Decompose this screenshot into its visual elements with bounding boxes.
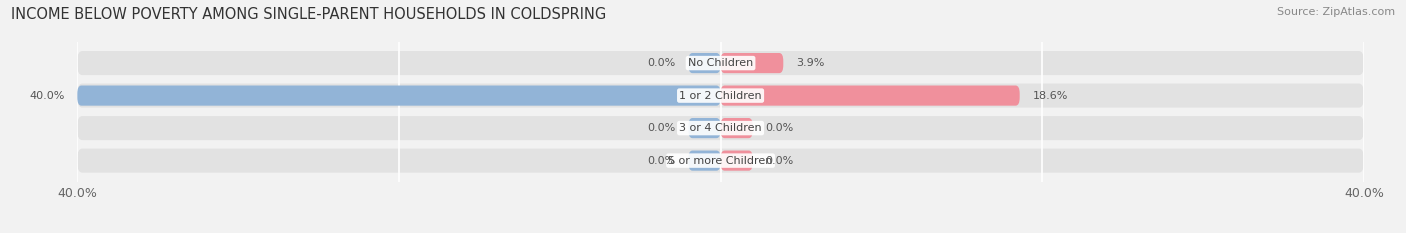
FancyBboxPatch shape [77, 86, 721, 106]
FancyBboxPatch shape [689, 118, 721, 138]
Text: INCOME BELOW POVERTY AMONG SINGLE-PARENT HOUSEHOLDS IN COLDSPRING: INCOME BELOW POVERTY AMONG SINGLE-PARENT… [11, 7, 606, 22]
FancyBboxPatch shape [689, 151, 721, 171]
FancyBboxPatch shape [721, 118, 752, 138]
Text: 0.0%: 0.0% [647, 123, 675, 133]
Text: 40.0%: 40.0% [30, 91, 65, 101]
Text: 0.0%: 0.0% [647, 58, 675, 68]
FancyBboxPatch shape [721, 151, 752, 171]
Text: 3 or 4 Children: 3 or 4 Children [679, 123, 762, 133]
FancyBboxPatch shape [689, 53, 721, 73]
FancyBboxPatch shape [77, 84, 1364, 108]
Text: Source: ZipAtlas.com: Source: ZipAtlas.com [1277, 7, 1395, 17]
Text: 0.0%: 0.0% [766, 156, 794, 166]
FancyBboxPatch shape [77, 51, 1364, 75]
Text: 0.0%: 0.0% [647, 156, 675, 166]
FancyBboxPatch shape [721, 53, 783, 73]
Text: 1 or 2 Children: 1 or 2 Children [679, 91, 762, 101]
FancyBboxPatch shape [77, 116, 1364, 140]
Text: 5 or more Children: 5 or more Children [668, 156, 773, 166]
Text: 3.9%: 3.9% [796, 58, 824, 68]
Text: No Children: No Children [688, 58, 754, 68]
FancyBboxPatch shape [77, 149, 1364, 173]
Text: 0.0%: 0.0% [766, 123, 794, 133]
FancyBboxPatch shape [721, 86, 1019, 106]
Text: 18.6%: 18.6% [1032, 91, 1069, 101]
